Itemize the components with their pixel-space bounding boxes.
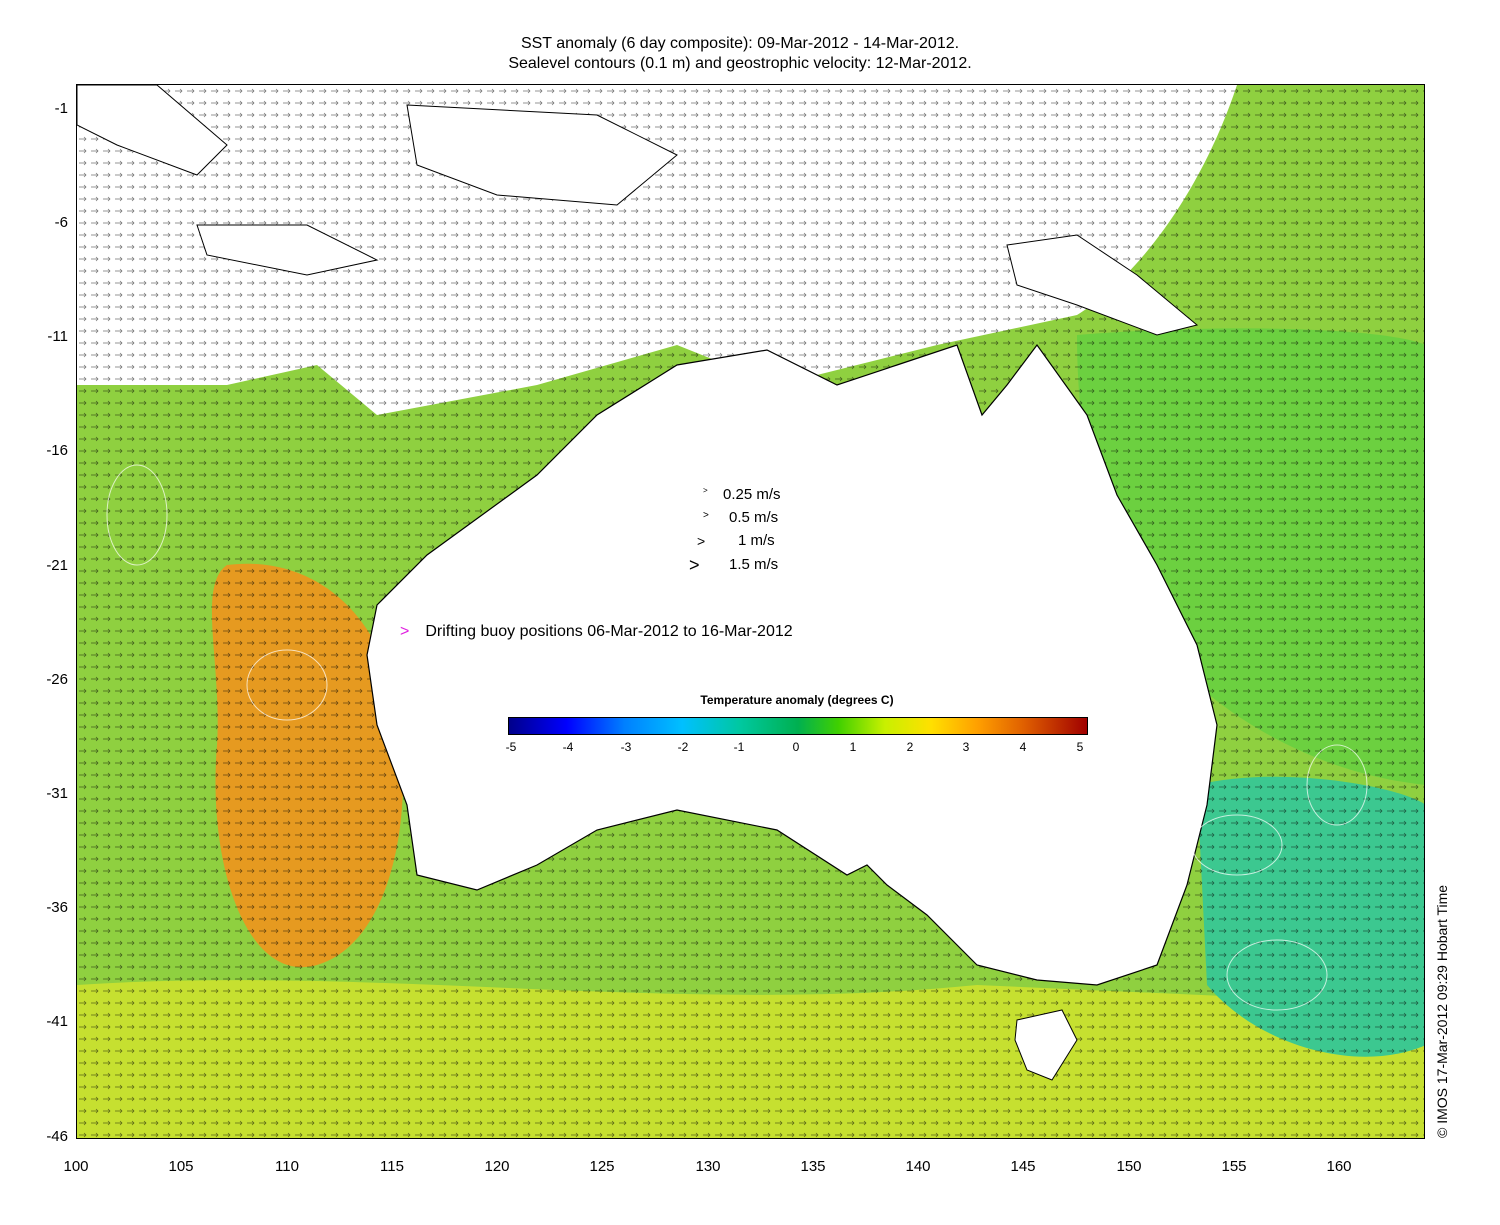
- x-tick: 135: [800, 1158, 826, 1175]
- tasmania: [1014, 1009, 1078, 1081]
- velocity-arrow-icon: >: [703, 486, 708, 495]
- x-tick: 160: [1326, 1158, 1352, 1175]
- colorbar-tick: -3: [620, 740, 632, 754]
- y-tick: -11: [47, 328, 68, 345]
- x-tick: 155: [1221, 1158, 1247, 1175]
- x-tick: 115: [380, 1158, 404, 1175]
- y-tick: -36: [46, 899, 68, 916]
- y-tick: -31: [46, 785, 68, 802]
- new-guinea: [1006, 234, 1199, 336]
- y-tick: -1: [54, 100, 68, 117]
- x-tick: 110: [275, 1158, 299, 1175]
- borneo-sulawesi: [406, 104, 678, 206]
- velocity-arrow-icon: >: [697, 533, 706, 549]
- velocity-arrow-icon: >: [703, 510, 709, 521]
- colorbar-title: Temperature anomaly (degrees C): [700, 693, 894, 707]
- velocity-legend-label: 0.5 m/s: [729, 509, 779, 526]
- title-line-1: SST anomaly (6 day composite): 09-Mar-20…: [520, 35, 960, 52]
- colorbar-tick: 5: [1076, 740, 1084, 754]
- map-panel[interactable]: [76, 84, 1425, 1139]
- y-tick: -21: [46, 557, 68, 574]
- x-tick: 140: [905, 1158, 931, 1175]
- colorbar-tick: -5: [505, 740, 517, 754]
- australia-landmass: [366, 343, 1218, 986]
- velocity-legend-label: 1.5 m/s: [729, 556, 779, 573]
- colorbar-tick: -1: [733, 740, 745, 754]
- y-tick: -26: [46, 671, 68, 688]
- y-tick: -41: [46, 1013, 68, 1030]
- colorbar-tick: 3: [962, 740, 970, 754]
- colorbar-tick: 1: [849, 740, 857, 754]
- x-tick: 145: [1010, 1158, 1036, 1175]
- x-tick: 150: [1116, 1158, 1142, 1175]
- x-tick: 100: [63, 1158, 89, 1175]
- sumatra: [77, 85, 228, 176]
- colorbar-tick: 4: [1019, 740, 1027, 754]
- sst-anomaly-map[interactable]: [77, 85, 1425, 1139]
- x-tick: 120: [484, 1158, 510, 1175]
- java-island: [196, 224, 379, 276]
- title-line-2: Sealevel contours (0.1 m) and geostrophi…: [508, 55, 972, 72]
- velocity-arrow-icon: >: [689, 555, 700, 575]
- colorbar-tick: 2: [906, 740, 914, 754]
- buoy-legend: > Drifting buoy positions 06-Mar-2012 to …: [400, 623, 793, 641]
- y-tick: -16: [46, 442, 68, 459]
- colorbar: [508, 717, 1088, 735]
- colorbar-tick: -2: [677, 740, 689, 754]
- imos-credit: © IMOS 17-Mar-2012 09:29 Hobart Time: [1434, 884, 1450, 1138]
- x-tick: 130: [695, 1158, 721, 1175]
- buoy-legend-label: Drifting buoy positions 06-Mar-2012 to 1…: [425, 623, 793, 640]
- velocity-legend-label: 1 m/s: [738, 532, 775, 549]
- y-tick: -46: [46, 1128, 68, 1145]
- buoy-marker-icon: >: [400, 623, 410, 640]
- colorbar-tick: 0: [792, 740, 800, 754]
- velocity-legend-label: 0.25 m/s: [723, 486, 781, 503]
- x-tick: 105: [168, 1158, 194, 1175]
- x-tick: 125: [589, 1158, 615, 1175]
- y-tick: -6: [54, 214, 68, 231]
- colorbar-tick: -4: [562, 740, 574, 754]
- sealevel-contours: [106, 464, 1368, 1011]
